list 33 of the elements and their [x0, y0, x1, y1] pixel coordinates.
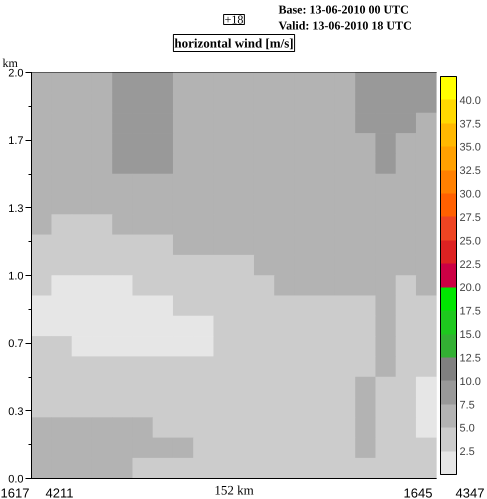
color-bar-label: 30.0: [460, 188, 481, 201]
color-bar-label: 20.0: [460, 282, 481, 294]
color-bar-label: 35.0: [460, 142, 481, 154]
color-bar-label: 15.0: [460, 329, 481, 342]
text: Valid: 13-06-2010 18 UTC: [278, 18, 412, 32]
x-axis-title: 152 km: [214, 482, 254, 498]
text: 1645: [404, 486, 432, 499]
color-bar-label: 22.5: [460, 258, 481, 271]
text: +18: [224, 12, 244, 26]
y-tick-label: 0.3: [8, 406, 24, 418]
color-bar-label: 32.5: [460, 165, 481, 178]
color-bar-label: 10.0: [460, 376, 481, 388]
color-bar-label: 27.5: [460, 212, 481, 224]
text: 1617: [0, 486, 30, 499]
color-bar-label: 17.5: [460, 306, 481, 318]
y-tick-label: 0.7: [8, 338, 24, 350]
text: Base: 13-06-2010 00 UTC: [278, 2, 409, 16]
color-bar-label: 37.5: [460, 118, 481, 130]
y-tick-label: 1.3: [8, 202, 24, 215]
y-tick-label: 2.0: [8, 68, 24, 80]
color-bar-label: 40.0: [460, 94, 481, 107]
text: 4347: [456, 486, 484, 499]
color-bar-label: 5.0: [460, 422, 475, 435]
color-bar-label: 25.0: [460, 235, 481, 248]
y-tick-label: 1.0: [8, 270, 24, 282]
color-bar-label: 2.5: [460, 446, 475, 458]
y-tick-label: 1.7: [8, 135, 24, 148]
chart-title: horizontal wind [m/s]: [174, 36, 294, 50]
color-bar-label: 7.5: [460, 399, 475, 412]
color-bar-label: 12.5: [460, 352, 481, 364]
y-tick-label: 0.0: [8, 474, 24, 486]
text: 4211: [46, 486, 74, 499]
y-axis-title: km: [2, 56, 18, 70]
